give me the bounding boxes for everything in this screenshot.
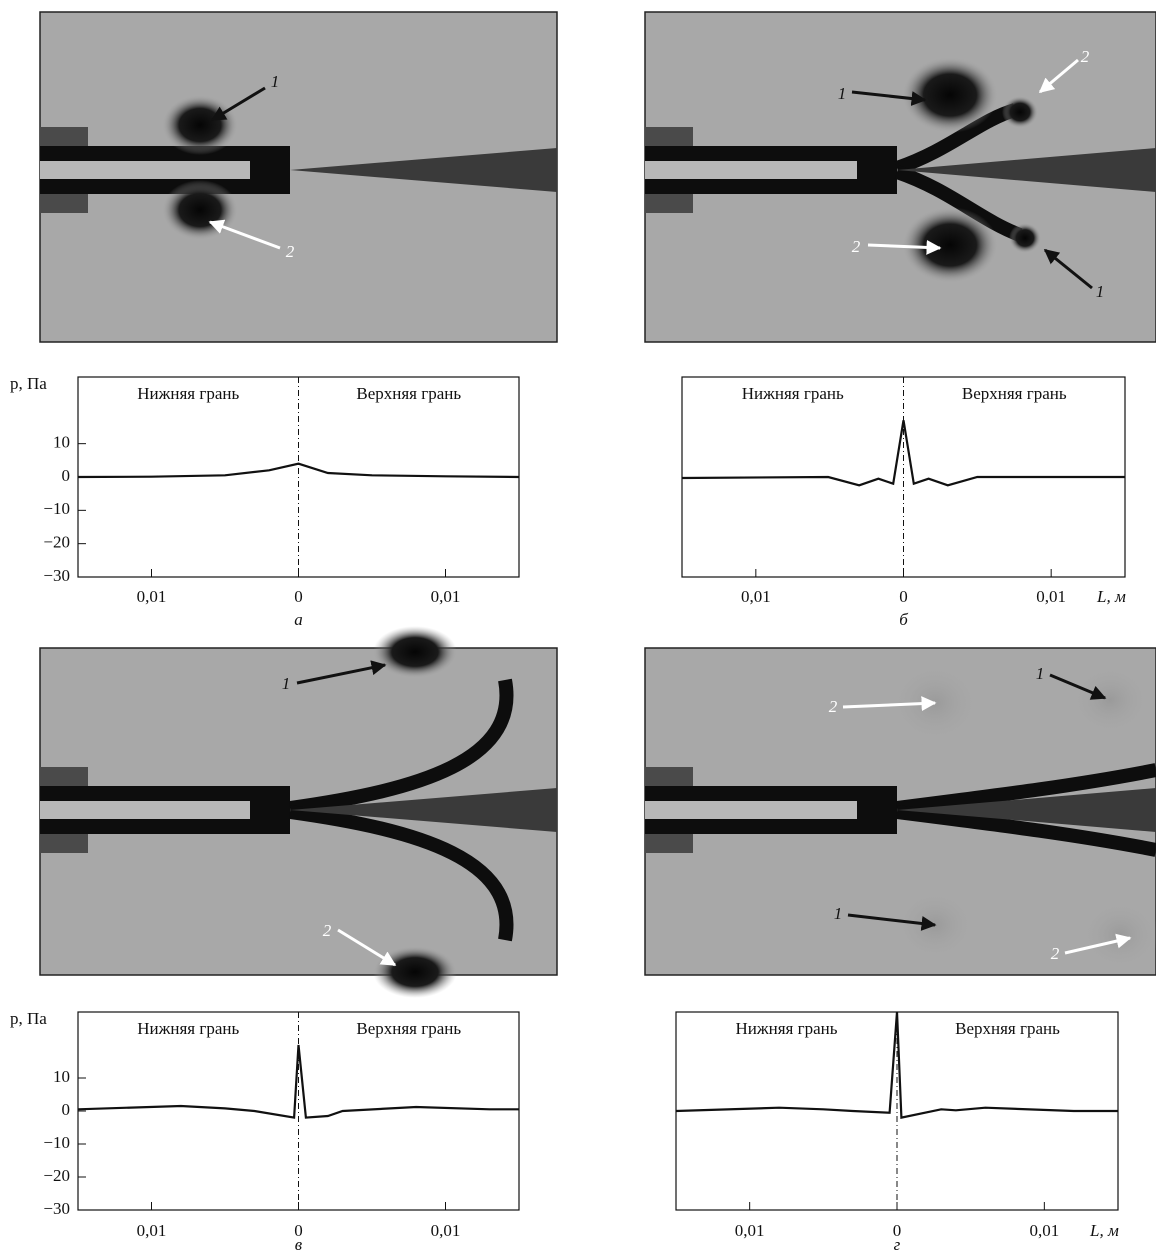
x-tick-label: 0 bbox=[294, 1221, 303, 1240]
x-tick-label: 0 bbox=[893, 1221, 902, 1240]
wedge bbox=[290, 788, 557, 832]
vortex bbox=[1002, 96, 1038, 128]
x-tick-label: 0 bbox=[899, 587, 908, 606]
vortex bbox=[162, 180, 238, 240]
pressure-line bbox=[77, 1044, 519, 1119]
annotation-label: 1 bbox=[1096, 282, 1105, 301]
x-axis-label: L, м bbox=[1096, 587, 1126, 606]
x-tick-label: 0 bbox=[294, 587, 303, 606]
y-tick-label: −20 bbox=[43, 1166, 70, 1185]
annotation-label: 1 bbox=[838, 84, 847, 103]
x-tick-label: 0,01 bbox=[137, 587, 167, 606]
arrow bbox=[1049, 673, 1107, 700]
panel-label: г bbox=[894, 1235, 901, 1254]
shear-band bbox=[289, 805, 514, 942]
vortex bbox=[1070, 665, 1150, 735]
y-tick-label: 0 bbox=[62, 466, 71, 485]
y-tick-label: −10 bbox=[43, 1133, 70, 1152]
jet-core bbox=[40, 801, 250, 819]
arrow bbox=[296, 660, 387, 685]
annotation-label: 2 bbox=[1051, 944, 1060, 963]
annotation-label: 1 bbox=[282, 674, 291, 693]
annotation-label: 1 bbox=[271, 72, 280, 91]
face-label: Нижняя грань bbox=[742, 384, 844, 403]
annotation-label: 2 bbox=[286, 242, 295, 261]
annotation-label: 2 bbox=[829, 697, 838, 716]
y-tick-label: −30 bbox=[43, 566, 70, 585]
vortex bbox=[162, 95, 238, 155]
annotation-label: 2 bbox=[1081, 47, 1090, 66]
y-tick-label: 10 bbox=[53, 433, 70, 452]
arrow bbox=[867, 239, 942, 255]
y-tick-label: −20 bbox=[43, 533, 70, 552]
x-tick-label: 0,01 bbox=[1029, 1221, 1059, 1240]
x-tick-label: 0,01 bbox=[137, 1221, 167, 1240]
face-label: Верхняя грань bbox=[962, 384, 1067, 403]
face-label: Нижняя грань bbox=[137, 384, 239, 403]
vortex bbox=[373, 946, 457, 998]
y-axis-label: p, Па bbox=[10, 374, 47, 393]
wedge bbox=[290, 148, 557, 192]
shear-band bbox=[896, 763, 1156, 815]
arrow bbox=[1038, 58, 1079, 94]
annotation-label: 1 bbox=[834, 904, 843, 923]
vortex bbox=[1009, 223, 1041, 253]
wedge bbox=[897, 788, 1156, 832]
arrow bbox=[847, 913, 937, 931]
vortex bbox=[902, 207, 998, 283]
arrow bbox=[1043, 248, 1093, 290]
face-label: Нижняя грань bbox=[736, 1019, 838, 1038]
x-tick-label: 0,01 bbox=[735, 1221, 765, 1240]
x-tick-label: 0,01 bbox=[431, 587, 461, 606]
arrow bbox=[208, 219, 281, 250]
y-axis-label: p, Па bbox=[10, 1009, 47, 1028]
jet-core bbox=[645, 801, 857, 819]
arrow bbox=[842, 696, 937, 712]
x-tick-label: 0,01 bbox=[1036, 587, 1066, 606]
x-tick-label: 0,01 bbox=[741, 587, 771, 606]
face-label: Нижняя грань bbox=[137, 1019, 239, 1038]
shear-band bbox=[289, 678, 514, 815]
pressure-line bbox=[681, 420, 1125, 487]
jet-core bbox=[40, 161, 250, 179]
pressure-line bbox=[77, 462, 520, 479]
annotation-label: 2 bbox=[852, 237, 861, 256]
arrow bbox=[1064, 933, 1132, 955]
y-tick-label: 0 bbox=[62, 1100, 71, 1119]
annotation-label: 1 bbox=[1036, 664, 1045, 683]
face-label: Верхняя грань bbox=[356, 1019, 461, 1038]
face-label: Верхняя грань bbox=[955, 1019, 1060, 1038]
y-tick-label: 10 bbox=[53, 1067, 70, 1086]
pressure-line bbox=[675, 1011, 1118, 1119]
x-tick-label: 0,01 bbox=[431, 1221, 461, 1240]
face-label: Верхняя грань bbox=[356, 384, 461, 403]
shear-band bbox=[896, 805, 1156, 857]
vortex bbox=[373, 626, 457, 678]
x-axis-label: L, м bbox=[1089, 1221, 1119, 1240]
shear-band bbox=[894, 165, 1023, 242]
jet-core bbox=[645, 161, 857, 179]
y-tick-label: −10 bbox=[43, 499, 70, 518]
panel-label: б bbox=[899, 610, 908, 629]
wedge bbox=[897, 148, 1156, 192]
arrow bbox=[851, 90, 927, 106]
annotation-label: 2 bbox=[323, 921, 332, 940]
panel-label: а bbox=[294, 610, 303, 629]
arrow bbox=[337, 928, 397, 967]
panel-label: в bbox=[295, 1235, 303, 1254]
y-tick-label: −30 bbox=[43, 1199, 70, 1218]
arrow bbox=[210, 86, 266, 122]
vortex bbox=[902, 57, 998, 133]
